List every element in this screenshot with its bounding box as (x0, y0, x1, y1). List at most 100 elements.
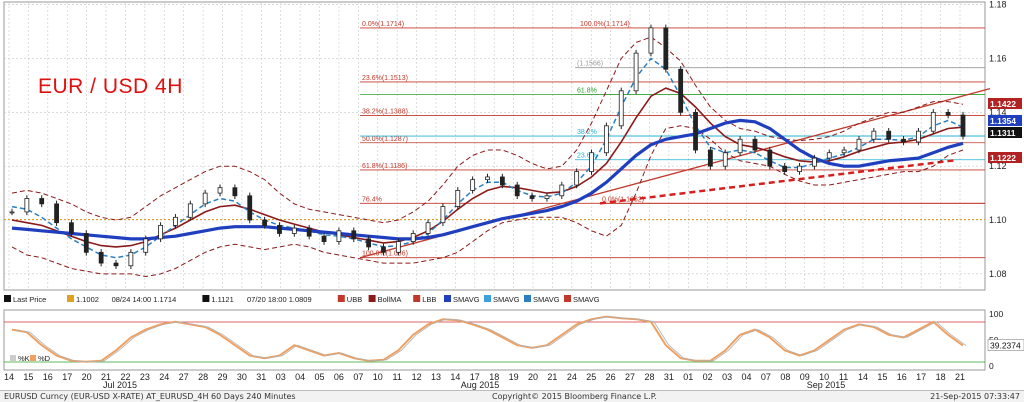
x-tick-label: 15 (877, 372, 887, 382)
candle-body (722, 152, 728, 167)
red-dash-icon (564, 295, 571, 302)
x-tick-label: 14 (858, 372, 868, 382)
candle-body (277, 225, 282, 234)
x-tick-label: 25 (586, 372, 596, 382)
x-tick-label: 01 (683, 372, 693, 382)
candle-body (425, 222, 431, 234)
x-tick-label: 17 (62, 372, 72, 382)
x-tick-label: 26 (606, 372, 616, 382)
candle-body (782, 165, 788, 172)
x-tick-label: 21 (955, 372, 965, 382)
x-tick-label: 14 (4, 372, 14, 382)
candle-body (291, 227, 297, 234)
footer-copyright: Copyright© 2015 Bloomberg Finance L.P. (492, 392, 657, 401)
candle-body (930, 111, 936, 132)
candle-body (826, 152, 832, 159)
x-tick-label: 20 (528, 372, 538, 382)
fib-level-label: 0.0%(1.1714) (362, 21, 404, 28)
candle-body (202, 192, 208, 205)
x-tick-label: 05 (315, 372, 325, 382)
candle-body (366, 238, 372, 248)
candle-body (544, 195, 550, 199)
y-tick-label: 1.16 (989, 54, 1007, 64)
x-tick-label: 12 (412, 372, 422, 382)
x-tick-label: 02 (703, 372, 713, 382)
y-tick-label: 1.08 (989, 269, 1007, 279)
stoch-tick-label: 0 (989, 361, 994, 371)
x-tick-label: 04 (742, 372, 752, 382)
candle-body (54, 203, 59, 224)
price-tag-label: 1.1422 (990, 99, 1016, 109)
y-tick-label: 1.14 (989, 107, 1007, 117)
candle-body (247, 195, 253, 221)
x-tick-label: 27 (625, 372, 635, 382)
bollinger-lower-band (11, 125, 964, 278)
candle-body (143, 238, 149, 253)
y-tick-label: 1.10 (989, 215, 1007, 225)
legend-label: SMAVG (573, 295, 600, 304)
fib-level-label: 50.0%(1.1287) (362, 136, 408, 143)
x-tick-label: 23 (140, 372, 150, 382)
bollinger-upper-band (11, 36, 964, 224)
legend-label: SMAVG (533, 295, 560, 304)
candle-body (901, 138, 906, 143)
x-tick-label: 19 (509, 372, 519, 382)
fib-level-label: 61.8%(1.1186) (362, 163, 407, 170)
x-tick-label: 16 (43, 372, 53, 382)
candle-body (767, 149, 773, 167)
candle-body (871, 130, 877, 140)
candle-body (306, 227, 312, 237)
stoch-legend-label: %D (38, 354, 51, 363)
candle-body (678, 68, 684, 113)
candle-body (440, 206, 446, 224)
darkred-square-icon (368, 295, 376, 302)
x-tick-label: 24 (567, 372, 577, 382)
candle-body (410, 233, 416, 242)
x-tick-label: 13 (431, 372, 441, 382)
legend-label: SMAVG (493, 295, 520, 304)
candle-body (797, 165, 802, 172)
candle-body (83, 233, 89, 253)
candle-body (589, 152, 594, 172)
x-tick-label: 28 (198, 372, 208, 382)
candle-body (173, 216, 178, 226)
x-tick-label: 21 (101, 372, 111, 382)
candle-body (514, 184, 520, 197)
x-tick-label: 20 (82, 372, 92, 382)
x-tick-label: 11 (392, 372, 401, 382)
candle-body (9, 211, 15, 214)
candle-body (856, 138, 862, 151)
fib-level-label: 100.0%(1.1714) (580, 21, 630, 28)
candle-body (707, 149, 713, 167)
legend-row (0, 292, 1024, 305)
stoch-k-line (11, 315, 964, 363)
candle-body (663, 27, 669, 70)
candle-body (470, 179, 476, 191)
candle-body (529, 195, 535, 199)
footer-bar: EURUSD Curncy (EUR-USD X-RATE) AT_EURUSD… (0, 390, 1024, 402)
lightblue-square-icon (484, 295, 491, 302)
price-tag-label: 1.1222 (990, 153, 1016, 163)
x-tick-label: 28 (644, 372, 654, 382)
candle-body (841, 149, 847, 154)
candle-body (455, 190, 461, 207)
x-tick-label: 18 (936, 372, 946, 382)
x-tick-label: 15 (23, 372, 33, 382)
fib-level-label: (1.1566) (577, 61, 603, 68)
candle-body (24, 198, 30, 213)
stoch-tick-label: 100 (989, 309, 1003, 319)
x-tick-label: 16 (897, 372, 907, 382)
candle-body (351, 230, 357, 240)
stoch-d-line (14, 316, 967, 363)
stoch-value-tag: 39.2374 (990, 341, 1021, 351)
candle-body (39, 198, 45, 205)
legend-label: Last Price (13, 295, 46, 304)
candle-body (693, 111, 698, 151)
y-tick-label: 1.12 (989, 161, 1007, 171)
price-tag-box (988, 127, 1022, 138)
stoch-legend-label: %K (18, 354, 30, 363)
orange-square-icon (67, 295, 74, 302)
candle-body (812, 157, 817, 167)
candle-body (960, 114, 966, 137)
